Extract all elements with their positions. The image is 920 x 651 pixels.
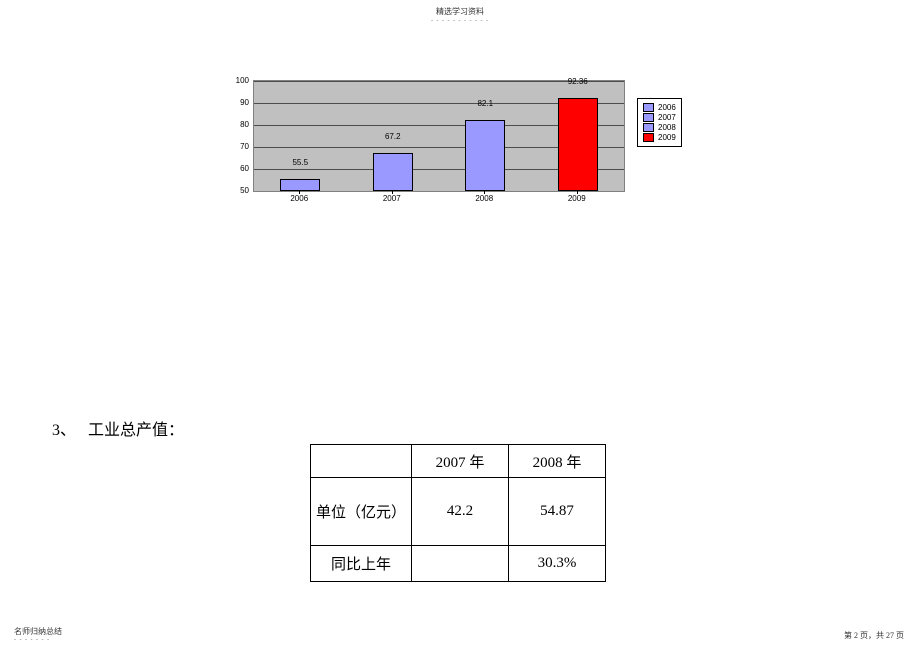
chart-bar-label: 92.36 xyxy=(548,77,608,86)
bar-chart: 55.567.282.192.36 2006200720082009 50607… xyxy=(225,80,695,220)
table-row0-col2: 54.87 xyxy=(509,478,606,546)
footer-left-text: 名师归纳总结 xyxy=(14,627,62,636)
header-text: 精选学习资料 xyxy=(436,7,484,16)
chart-xtick-mark xyxy=(392,190,393,194)
table-header-col2: 2008 年 xyxy=(509,445,606,478)
chart-bar-label: 67.2 xyxy=(363,132,423,141)
footer-left: 名师归纳总结 - - - - - - - xyxy=(14,626,62,643)
legend-label: 2007 xyxy=(658,113,676,122)
chart-plot-area: 55.5 67.2 82.1 92.36 xyxy=(253,80,625,192)
chart-bar xyxy=(280,179,320,191)
footer-right: 第 2 页，共 27 页 xyxy=(844,630,904,641)
chart-ytick: 70 xyxy=(225,142,249,151)
chart-xtick-mark xyxy=(484,190,485,194)
legend-item: 2009 xyxy=(643,133,676,142)
header-watermark: 精选学习资料 - - - - - - - - - - - xyxy=(0,6,920,24)
table-header-col1: 2007 年 xyxy=(412,445,509,478)
legend-swatch xyxy=(643,113,654,122)
section-title: 工业总产值： xyxy=(88,422,184,439)
chart-ytick: 80 xyxy=(225,120,249,129)
chart-xtick-mark xyxy=(299,190,300,194)
chart-xtick: 2007 xyxy=(362,194,422,203)
table-row0-col1: 42.2 xyxy=(412,478,509,546)
legend-item: 2008 xyxy=(643,123,676,132)
chart-bar-label: 82.1 xyxy=(455,99,515,108)
legend-label: 2008 xyxy=(658,123,676,132)
chart-ytick: 60 xyxy=(225,164,249,173)
legend-label: 2009 xyxy=(658,133,676,142)
chart-xtick: 2009 xyxy=(547,194,607,203)
section-heading: 3、 工业总产值： xyxy=(52,416,184,440)
legend-item: 2006 xyxy=(643,103,676,112)
chart-bar-label: 55.5 xyxy=(270,158,330,167)
chart-bar xyxy=(465,120,505,191)
legend-swatch xyxy=(643,133,654,142)
footer-left-dots: - - - - - - - xyxy=(14,637,62,643)
table-row1-label: 同比上年 xyxy=(311,546,412,582)
header-dots: - - - - - - - - - - - xyxy=(0,18,920,24)
table-row1-col1 xyxy=(412,546,509,582)
chart-ytick: 90 xyxy=(225,98,249,107)
section-number: 3、 xyxy=(52,416,76,440)
industrial-output-table: 2007 年 2008 年 单位（亿元） 42.2 54.87 同比上年 30.… xyxy=(310,444,606,582)
chart-bar xyxy=(558,98,598,191)
data-table: 2007 年 2008 年 单位（亿元） 42.2 54.87 同比上年 30.… xyxy=(310,444,606,582)
chart-xtick-mark xyxy=(577,190,578,194)
legend-label: 2006 xyxy=(658,103,676,112)
table-row1-col2: 30.3% xyxy=(509,546,606,582)
chart-bar xyxy=(373,153,413,191)
chart-ytick: 100 xyxy=(225,76,249,85)
legend-swatch xyxy=(643,103,654,112)
chart-xtick: 2006 xyxy=(269,194,329,203)
legend-swatch xyxy=(643,123,654,132)
table-row0-label: 单位（亿元） xyxy=(311,478,412,546)
chart-legend: 2006200720082009 xyxy=(637,98,682,147)
footer-page-indicator: 第 2 页，共 27 页 xyxy=(844,631,904,640)
chart-xtick: 2008 xyxy=(454,194,514,203)
legend-item: 2007 xyxy=(643,113,676,122)
chart-ytick: 50 xyxy=(225,186,249,195)
table-header-blank xyxy=(311,445,412,478)
